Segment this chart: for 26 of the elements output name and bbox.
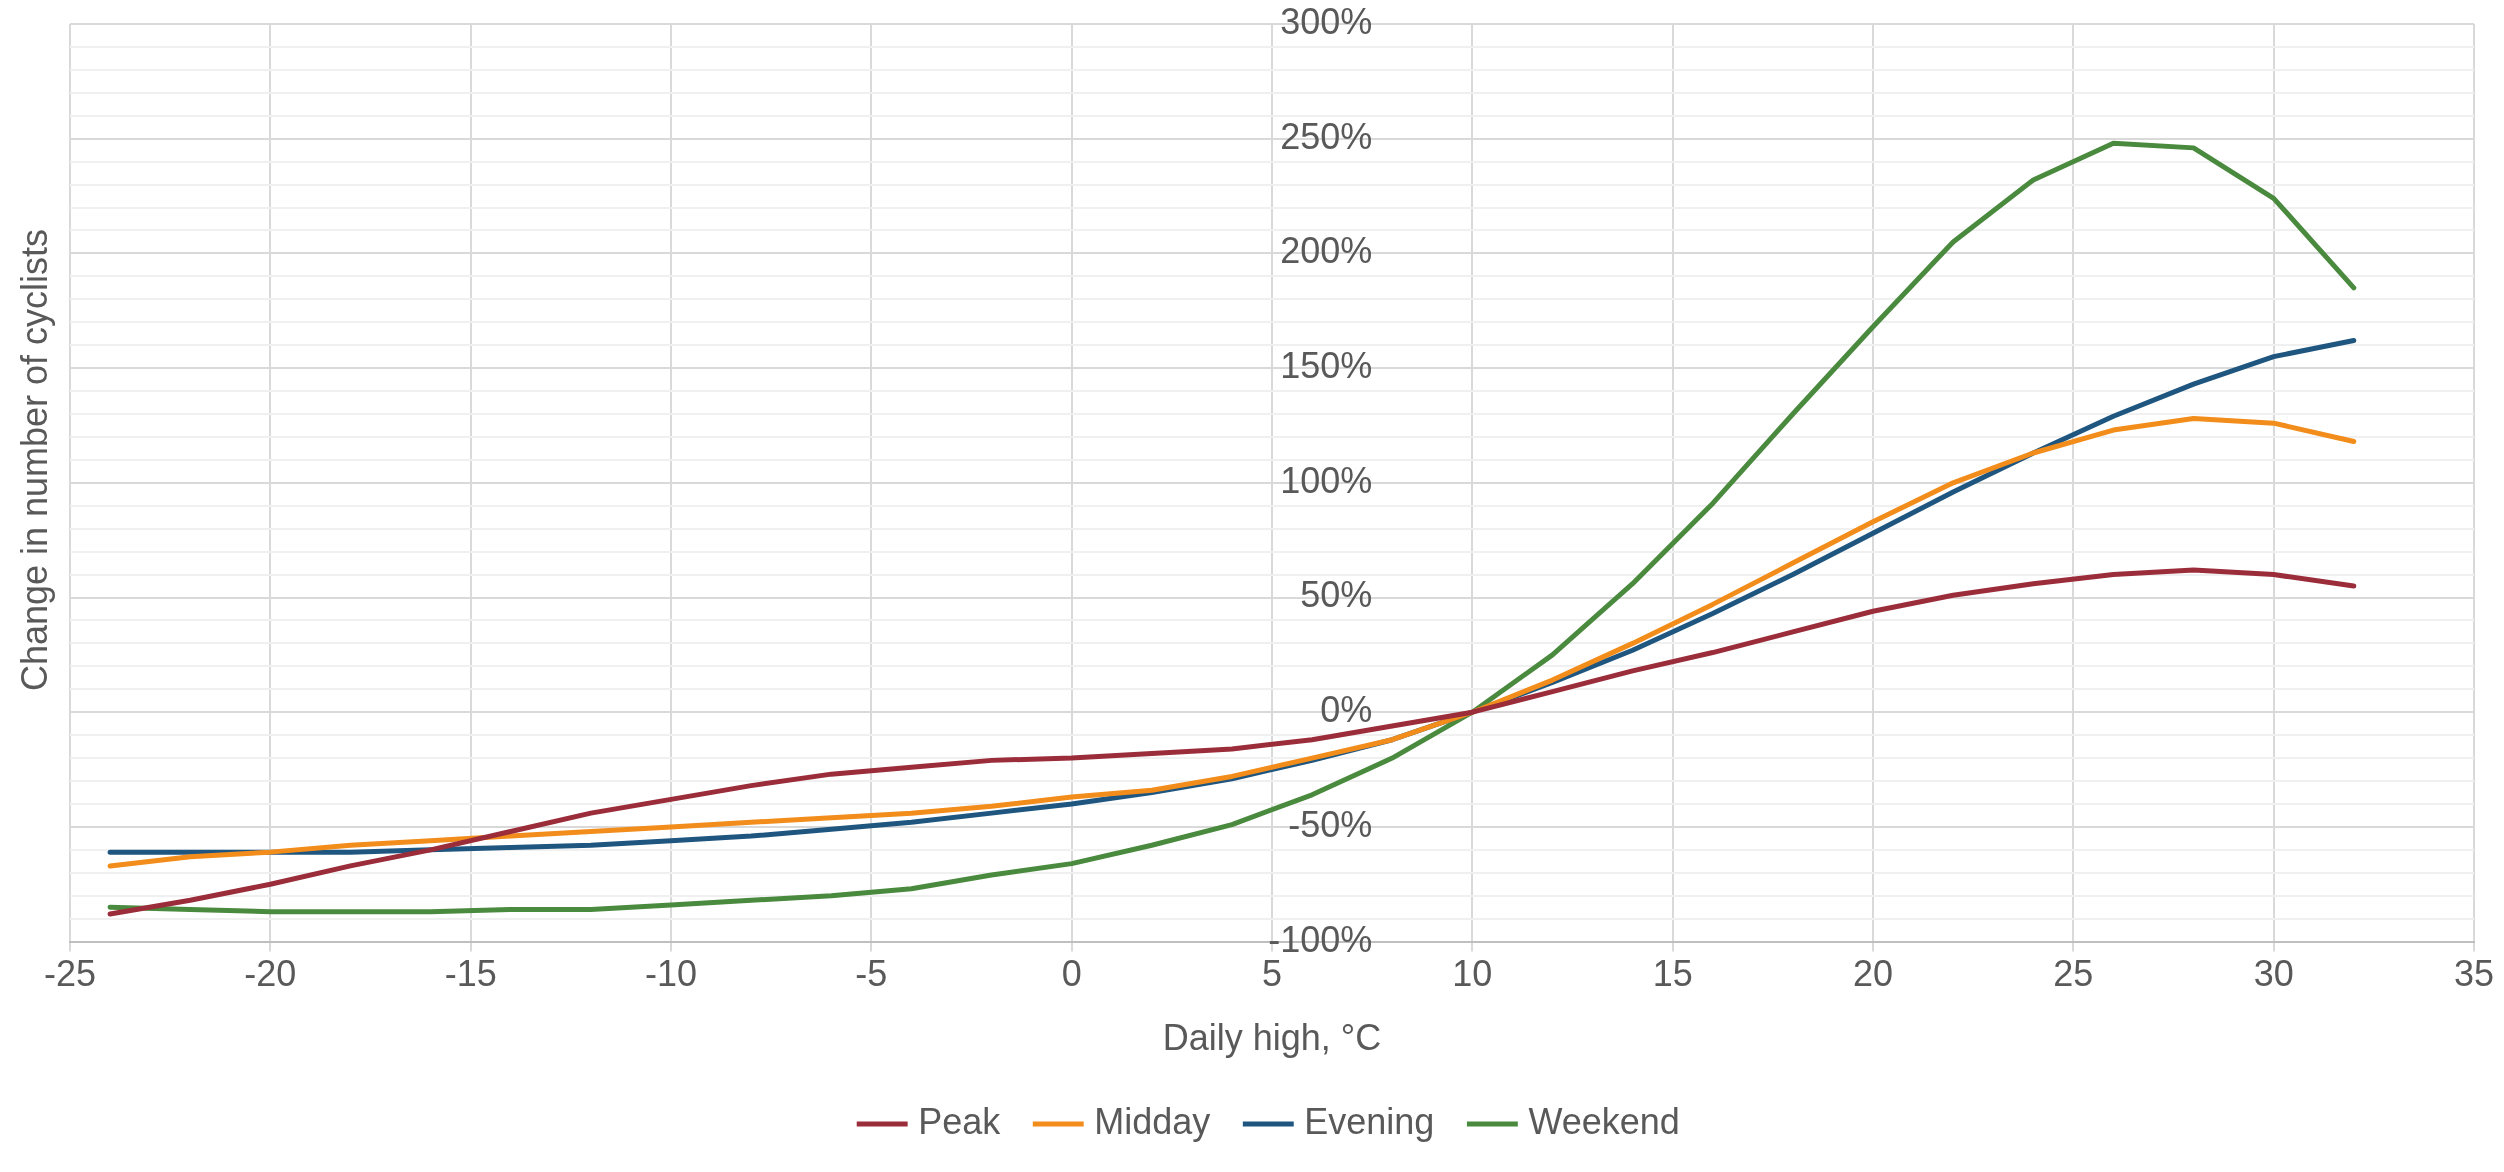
- x-tick-label: 20: [1852, 953, 1894, 995]
- x-tick-label: 35: [2453, 953, 2495, 995]
- y-tick-label: 0%: [1320, 689, 1373, 731]
- x-tick-label: 15: [1652, 953, 1693, 995]
- x-tick-label: 10: [1452, 953, 1493, 995]
- x-tick-label: 30: [2253, 953, 2294, 995]
- y-tick-label: 100%: [1280, 459, 1373, 501]
- x-tick-label: 0: [1061, 953, 1082, 995]
- legend-label: Evening: [1304, 1100, 1435, 1142]
- x-tick-label: -5: [855, 953, 888, 995]
- x-tick-label: -25: [43, 953, 97, 995]
- legend-label: Peak: [918, 1100, 1002, 1142]
- legend-label: Midday: [1094, 1100, 1211, 1142]
- y-tick-label: 250%: [1280, 115, 1373, 157]
- x-tick-label: 25: [2053, 953, 2094, 995]
- y-tick-label: 200%: [1280, 230, 1373, 272]
- x-tick-label: -10: [644, 953, 698, 995]
- x-tick-label: -15: [444, 953, 497, 995]
- y-axis-title: Change in number of cyclists: [14, 228, 56, 692]
- legend-label: Weekend: [1528, 1100, 1680, 1142]
- x-axis-title: Daily high, °C: [1162, 1017, 1382, 1059]
- x-tick-label: -20: [244, 953, 297, 995]
- y-tick-label: 300%: [1280, 0, 1373, 42]
- y-tick-label: 50%: [1300, 574, 1373, 616]
- y-tick-label: -50%: [1288, 803, 1373, 845]
- y-tick-label: 150%: [1280, 345, 1373, 387]
